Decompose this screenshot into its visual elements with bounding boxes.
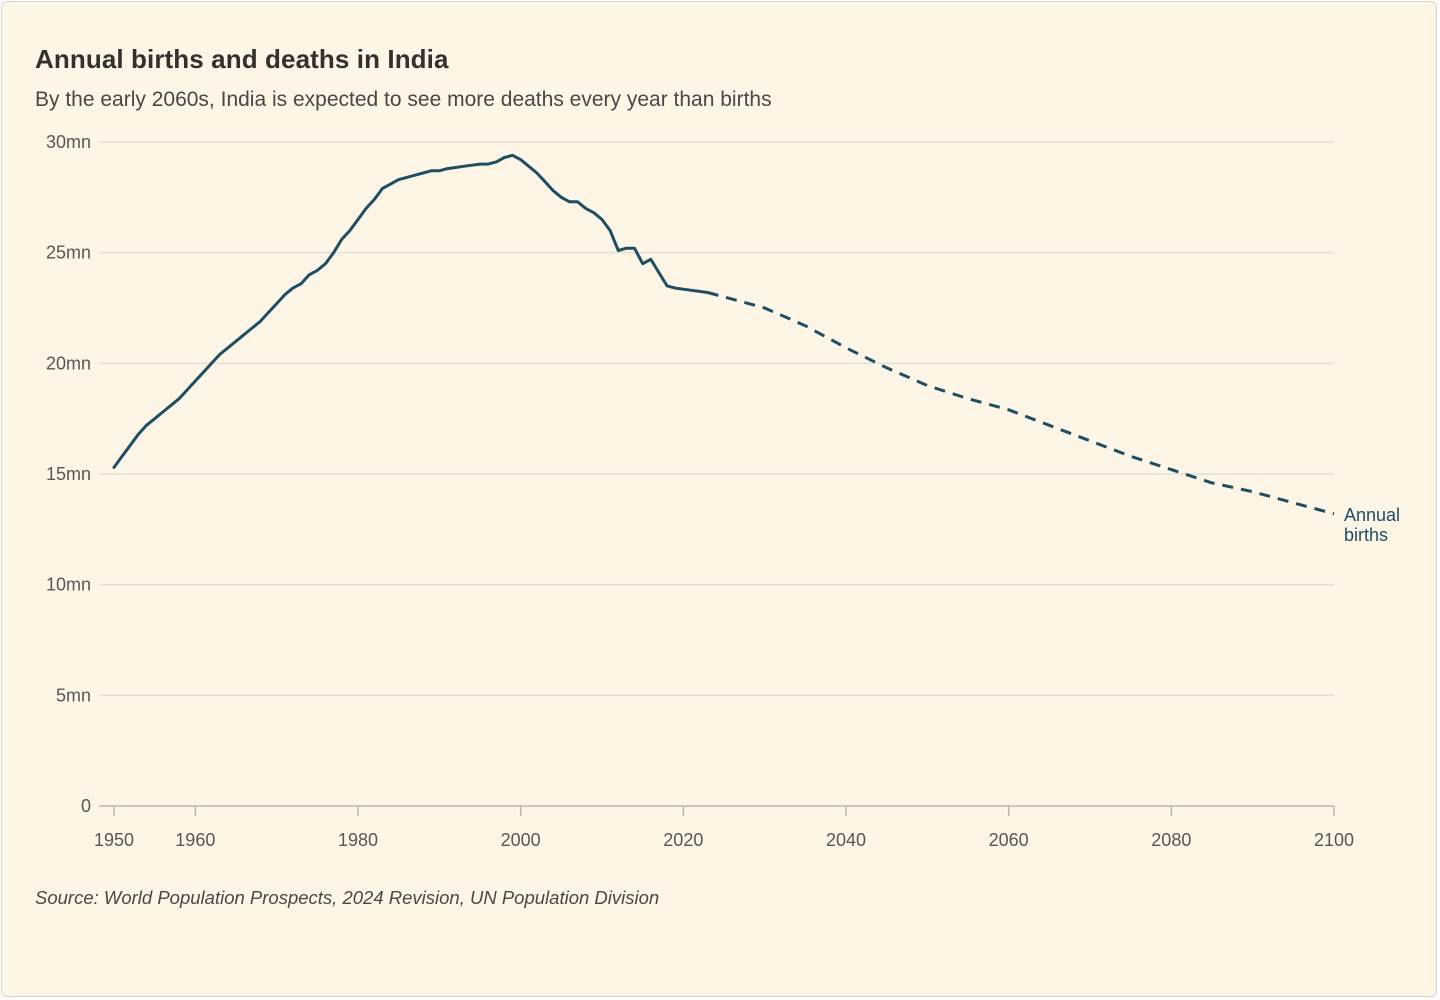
x-tick-label: 2080 [1151, 830, 1191, 850]
x-axis: 1950 1960 1980 2000 2020 2040 2060 2080 2100 [94, 805, 1354, 850]
y-tick-label: 0 [81, 796, 91, 816]
chart-title: Annual births and deaths in India [35, 44, 449, 74]
gridlines [99, 141, 1334, 697]
y-tick-label: 30mn [46, 132, 91, 152]
series-lines [112, 153, 1335, 516]
series-label-line: births [1344, 525, 1388, 545]
x-tick-label: 1980 [338, 830, 378, 850]
x-tick-label: 1950 [94, 830, 134, 850]
x-tick-label: 2040 [826, 830, 866, 850]
y-tick-label: 5mn [56, 685, 91, 705]
y-tick-label: 25mn [46, 243, 91, 263]
x-tick-label: 1960 [175, 830, 215, 850]
y-axis-labels: 0 5mn 10mn 15mn 20mn 25mn 30mn [46, 132, 91, 816]
x-tick-label: 2060 [989, 830, 1029, 850]
y-tick-label: 15mn [46, 464, 91, 484]
births-estimate-line [112, 153, 710, 469]
x-tick-label: 2020 [663, 830, 703, 850]
x-tick-label: 2100 [1314, 830, 1354, 850]
series-label-line: Annual [1344, 505, 1400, 525]
y-tick-label: 20mn [46, 353, 91, 373]
y-tick-label: 10mn [46, 575, 91, 595]
x-tick-label: 2000 [501, 830, 541, 850]
births-projection-line [707, 291, 1335, 516]
chart-subtitle: By the early 2060s, India is expected to… [35, 88, 772, 111]
source-note: Source: World Population Prospects, 2024… [35, 887, 660, 908]
